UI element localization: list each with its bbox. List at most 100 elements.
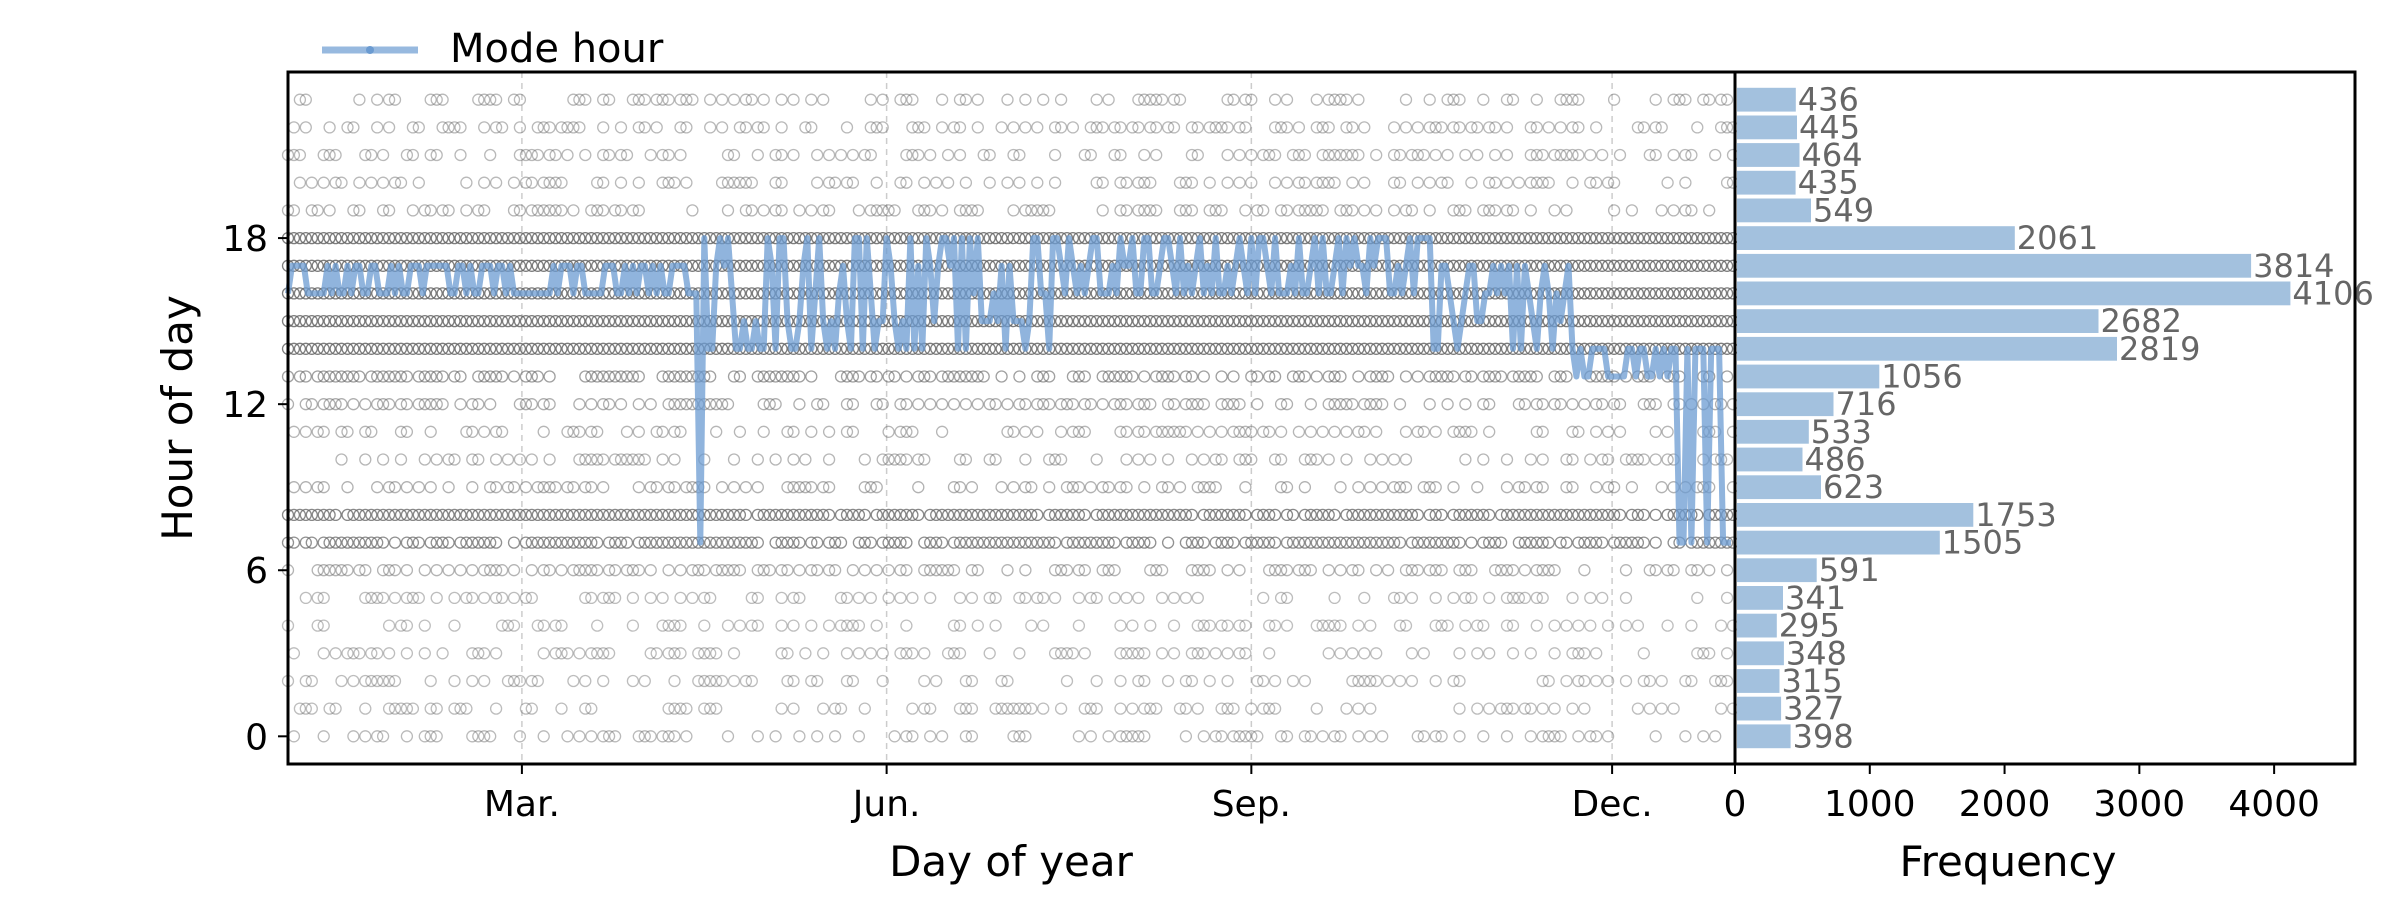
event-point — [1393, 619, 1407, 632]
event-point — [1429, 370, 1442, 383]
event-point — [1358, 121, 1371, 134]
event-point — [1679, 204, 1692, 217]
event-point — [365, 647, 378, 660]
event-point — [989, 453, 1002, 466]
event-point — [846, 370, 860, 383]
event-point — [484, 370, 497, 383]
event-point — [1720, 591, 1734, 605]
event-point — [519, 176, 533, 189]
event-point — [906, 508, 919, 522]
event-point — [1191, 481, 1204, 494]
event-point — [1370, 148, 1383, 162]
event-point — [1649, 93, 1662, 106]
event-point — [1489, 176, 1502, 189]
event-point — [828, 730, 842, 743]
event-point — [1286, 674, 1300, 688]
event-point — [1596, 259, 1609, 272]
frequency-bar — [1737, 143, 1800, 167]
event-point — [1138, 481, 1151, 494]
event-point — [597, 342, 610, 355]
frequency-bar-value-label: 623 — [1823, 468, 1884, 506]
event-point — [1233, 564, 1246, 577]
event-point — [305, 204, 318, 217]
event-point — [644, 398, 657, 411]
event-point — [995, 231, 1008, 245]
event-point — [1489, 342, 1502, 355]
event-point — [632, 398, 645, 411]
event-point — [1643, 259, 1656, 272]
frequency-bar-value-label: 716 — [1836, 385, 1897, 423]
event-point — [632, 370, 645, 383]
event-point — [1590, 259, 1603, 272]
event-point — [602, 342, 616, 355]
event-point — [668, 398, 681, 411]
frequency-bar-value-label: 591 — [1819, 551, 1880, 589]
event-point — [472, 231, 485, 245]
event-point — [412, 121, 425, 134]
event-point — [376, 674, 390, 688]
event-point — [1120, 591, 1133, 605]
event-point — [1524, 702, 1537, 715]
event-point — [537, 536, 550, 549]
event-point — [1286, 370, 1300, 383]
event-point — [674, 647, 687, 660]
event-point — [573, 508, 586, 522]
event-point — [745, 204, 758, 217]
event-point — [1393, 674, 1407, 688]
event-point — [1257, 204, 1270, 217]
event-point — [1572, 536, 1585, 549]
event-point — [1465, 425, 1478, 438]
event-point — [335, 398, 348, 411]
event-point — [674, 564, 687, 577]
event-point — [674, 370, 687, 383]
event-point — [1322, 619, 1335, 632]
frequency-bar-value-label: 341 — [1785, 579, 1846, 617]
event-point — [1233, 121, 1246, 134]
event-point — [293, 370, 307, 383]
event-point — [977, 508, 990, 522]
event-point — [1251, 314, 1264, 328]
event-point — [1554, 93, 1567, 106]
event-point — [668, 314, 681, 328]
event-point — [947, 508, 961, 522]
event-point — [739, 508, 753, 522]
event-point — [894, 591, 907, 605]
event-point — [1643, 287, 1656, 300]
event-point — [1310, 702, 1323, 715]
event-point — [1221, 564, 1234, 577]
event-point — [1714, 314, 1728, 328]
event-point — [525, 342, 538, 355]
event-point — [1560, 231, 1573, 245]
event-point — [484, 93, 497, 106]
event-point — [341, 121, 354, 134]
event-point — [1221, 121, 1234, 134]
event-point — [715, 93, 729, 106]
event-point — [1370, 536, 1383, 549]
event-point — [418, 453, 431, 466]
event-point — [668, 370, 681, 383]
event-point — [1352, 342, 1365, 355]
event-point — [537, 508, 550, 522]
event-point — [573, 121, 586, 134]
event-point — [959, 508, 973, 522]
event-point — [537, 176, 550, 189]
event-point — [329, 342, 342, 355]
event-point — [1227, 370, 1240, 383]
event-point — [822, 453, 836, 466]
event-point — [1494, 508, 1508, 522]
event-point — [1364, 398, 1377, 411]
event-point — [1548, 508, 1561, 522]
event-point — [1114, 204, 1127, 217]
frequency-bar — [1737, 87, 1796, 112]
event-point — [1197, 481, 1210, 494]
event-point — [579, 702, 592, 715]
event-point — [1566, 231, 1579, 245]
event-point — [1352, 730, 1365, 743]
event-point — [941, 564, 955, 577]
event-point — [1572, 674, 1585, 688]
event-point — [513, 148, 527, 162]
event-point — [317, 176, 330, 189]
event-point — [347, 730, 360, 743]
event-point — [977, 536, 990, 549]
event-point — [1667, 287, 1680, 300]
